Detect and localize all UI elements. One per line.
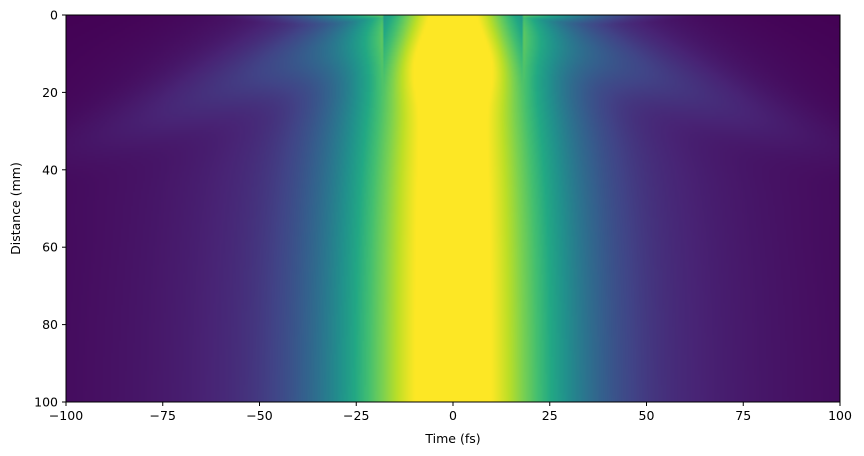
y-tick-label: 0 xyxy=(50,8,58,23)
x-tick-label: 25 xyxy=(542,408,558,423)
x-tick-label: 100 xyxy=(828,408,852,423)
x-tick-label: 0 xyxy=(449,408,457,423)
y-axis-label: Distance (mm) xyxy=(8,162,23,255)
plot-area xyxy=(65,14,841,403)
x-tick-label: −50 xyxy=(246,408,272,423)
y-tick-label: 60 xyxy=(42,240,58,255)
x-tick-label: −25 xyxy=(343,408,369,423)
y-tick-label: 80 xyxy=(42,317,58,332)
y-tick-label: 100 xyxy=(34,395,58,410)
y-axis-ticks: 0 20 40 60 80 100 xyxy=(34,8,66,410)
y-tick-label: 20 xyxy=(42,85,58,100)
x-tick-label: 75 xyxy=(735,408,751,423)
x-tick-label: 50 xyxy=(639,408,655,423)
x-axis-label: Time (fs) xyxy=(424,431,480,446)
x-tick-label: −75 xyxy=(150,408,176,423)
x-axis-ticks: −100 −75 −50 −25 0 25 50 75 100 xyxy=(49,402,852,423)
heatmap-image xyxy=(66,15,840,402)
x-tick-label: −100 xyxy=(49,408,83,423)
y-tick-label: 40 xyxy=(42,162,58,177)
